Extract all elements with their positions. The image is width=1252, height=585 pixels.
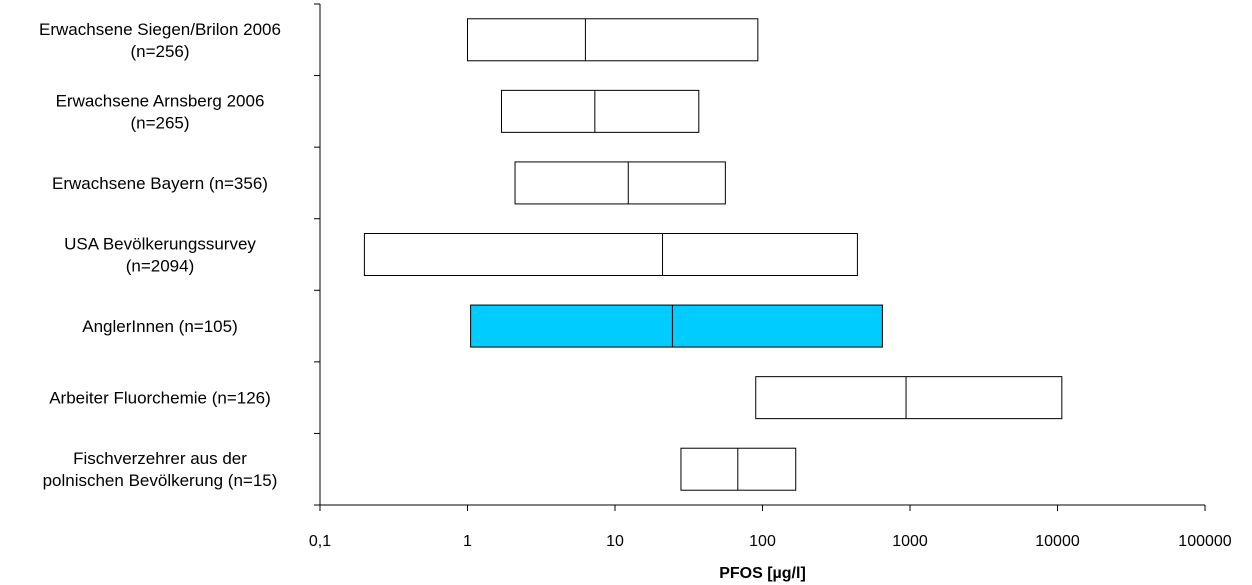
category-label-line: Fischverzehrer aus der [73, 449, 247, 468]
box [755, 376, 1063, 420]
box-group [500, 89, 700, 133]
box [470, 304, 883, 348]
box [514, 161, 726, 205]
category-label: Arbeiter Fluorchemie (n=126) [49, 389, 271, 408]
box [363, 233, 858, 276]
x-tick-label: 100000 [1178, 533, 1231, 550]
category-label-line: (n=265) [130, 113, 189, 132]
box-group [470, 304, 883, 348]
category-label-line: Erwachsene Siegen/Brilon 2006 [39, 20, 281, 39]
x-axis-tick-labels: 0,1 1 10 100 1000 10000 100000 [309, 533, 1232, 550]
x-tick-label: 10 [606, 533, 624, 550]
x-tick-label: 1 [463, 533, 472, 550]
category-label-line: (n=2094) [126, 257, 195, 276]
x-axis-ticks [319, 505, 1206, 511]
category-label: Erwachsene Siegen/Brilon 2006 (n=256) [39, 20, 281, 61]
category-label: Fischverzehrer aus der polnischen Bevölke… [43, 449, 278, 490]
box-group [680, 447, 797, 491]
category-label: AnglerInnen (n=105) [82, 317, 237, 336]
box-group [755, 376, 1063, 420]
category-label: Erwachsene Arnsberg 2006 (n=265) [56, 91, 265, 132]
category-label-line: polnischen Bevölkerung (n=15) [43, 471, 278, 490]
box-group [363, 233, 858, 276]
y-axis-ticks [314, 3, 320, 506]
category-labels: Erwachsene Siegen/Brilon 2006 (n=256)Erwa… [39, 20, 281, 490]
box [680, 447, 797, 491]
box [467, 18, 759, 62]
category-label-line: Erwachsene Arnsberg 2006 [56, 91, 265, 110]
box [500, 89, 700, 133]
boxes [363, 18, 1063, 491]
x-tick-label: 1000 [892, 533, 928, 550]
category-label-line: USA Bevölkerungssurvey [64, 235, 256, 254]
category-label-line: Erwachsene Bayern (n=356) [52, 174, 268, 193]
box-group [467, 18, 759, 62]
category-label-line: Arbeiter Fluorchemie (n=126) [49, 389, 271, 408]
x-tick-label: 10000 [1035, 533, 1080, 550]
x-tick-label: 0,1 [309, 533, 331, 550]
category-label-line: (n=256) [130, 42, 189, 61]
box-group [514, 161, 726, 205]
x-tick-label: 100 [749, 533, 776, 550]
x-axis-title: PFOS [µg/l] [719, 565, 806, 582]
category-label-line: AnglerInnen (n=105) [82, 317, 237, 336]
category-label: Erwachsene Bayern (n=356) [52, 174, 268, 193]
category-label: USA Bevölkerungssurvey (n=2094) [64, 235, 256, 276]
